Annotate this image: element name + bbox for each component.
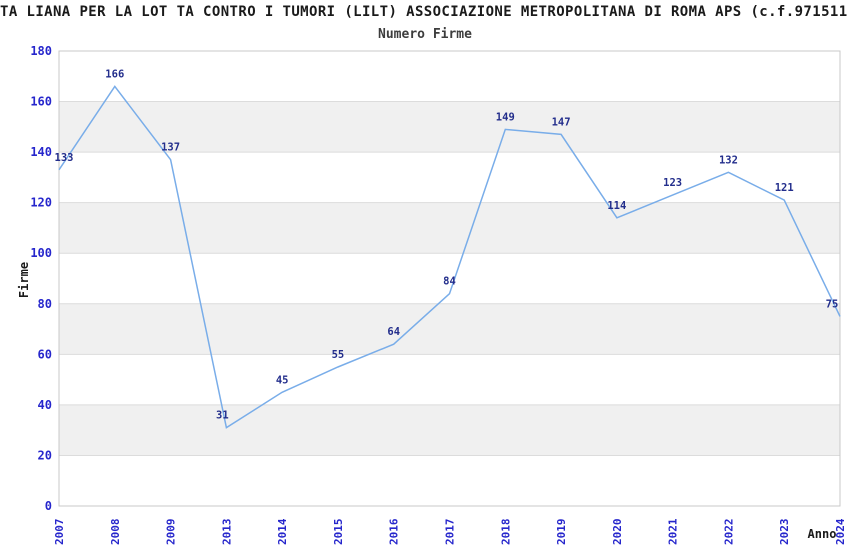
data-label: 123 [663, 177, 682, 189]
y-axis-title: Firme [17, 262, 31, 298]
x-tick-label: 2021 [667, 518, 680, 545]
x-tick-label: 2007 [53, 519, 66, 546]
x-tick-label: 2015 [332, 519, 345, 546]
y-tick-label: 80 [38, 297, 52, 311]
data-label: 149 [496, 111, 515, 123]
data-label: 45 [276, 374, 289, 386]
x-tick-label: 2013 [220, 519, 233, 546]
series-line [58, 85, 841, 429]
data-label: 75 [826, 298, 839, 310]
plot-band [59, 303, 840, 355]
y-tick-label: 100 [30, 246, 52, 260]
y-tick-label: 120 [30, 196, 52, 210]
data-label: 84 [443, 276, 456, 288]
data-labels: 133 166 137 31 45 55 64 84 149 147 114 123 132 121 75 [55, 68, 839, 421]
y-axis-tick-labels: 0 20 40 60 80 100 120 140 160 180 [30, 44, 52, 513]
chart-title: TA LIANA PER LA LOT TA CONTRO I TUMORI (… [0, 4, 848, 20]
chart-subtitle: Numero Firme [378, 27, 472, 42]
y-tick-label: 180 [30, 44, 52, 58]
data-label: 64 [387, 326, 400, 338]
x-tick-label: 2022 [722, 519, 735, 546]
y-tick-label: 0 [45, 499, 52, 513]
x-tick-label: 2009 [165, 519, 178, 546]
data-label: 133 [55, 152, 74, 164]
data-label: 147 [552, 116, 571, 128]
x-tick-label: 2016 [388, 518, 401, 545]
plot-band [59, 404, 840, 456]
y-tick-label: 20 [38, 448, 52, 462]
x-axis-title: Anno [808, 527, 837, 541]
plot-border [58, 50, 841, 507]
plot-band [59, 202, 840, 254]
x-tick-label: 2024 [834, 518, 847, 545]
y-tick-label: 60 [38, 347, 52, 361]
x-tick-label: 2020 [611, 519, 624, 546]
y-tick-label: 40 [38, 398, 52, 412]
data-label: 114 [607, 200, 626, 212]
x-tick-label: 2017 [444, 519, 457, 546]
x-tick-label: 2019 [555, 519, 568, 546]
y-tick-label: 140 [30, 145, 52, 159]
data-label: 31 [216, 410, 229, 422]
data-label: 55 [332, 349, 345, 361]
x-tick-label: 2023 [778, 519, 791, 546]
plot-bands [59, 51, 840, 506]
y-tick-label: 160 [30, 95, 52, 109]
data-label: 166 [105, 68, 124, 80]
data-label: 137 [161, 142, 180, 154]
x-tick-label: 2014 [276, 518, 289, 545]
gridlines [59, 50, 840, 507]
x-axis-tick-labels: 2007 2008 2009 2013 2014 2015 2016 2017 2018 2019… [53, 518, 847, 545]
plot-band [59, 101, 840, 153]
x-tick-label: 2018 [499, 519, 512, 546]
x-tick-label: 2008 [109, 519, 122, 546]
data-label: 121 [775, 182, 794, 194]
data-label: 132 [719, 154, 738, 166]
